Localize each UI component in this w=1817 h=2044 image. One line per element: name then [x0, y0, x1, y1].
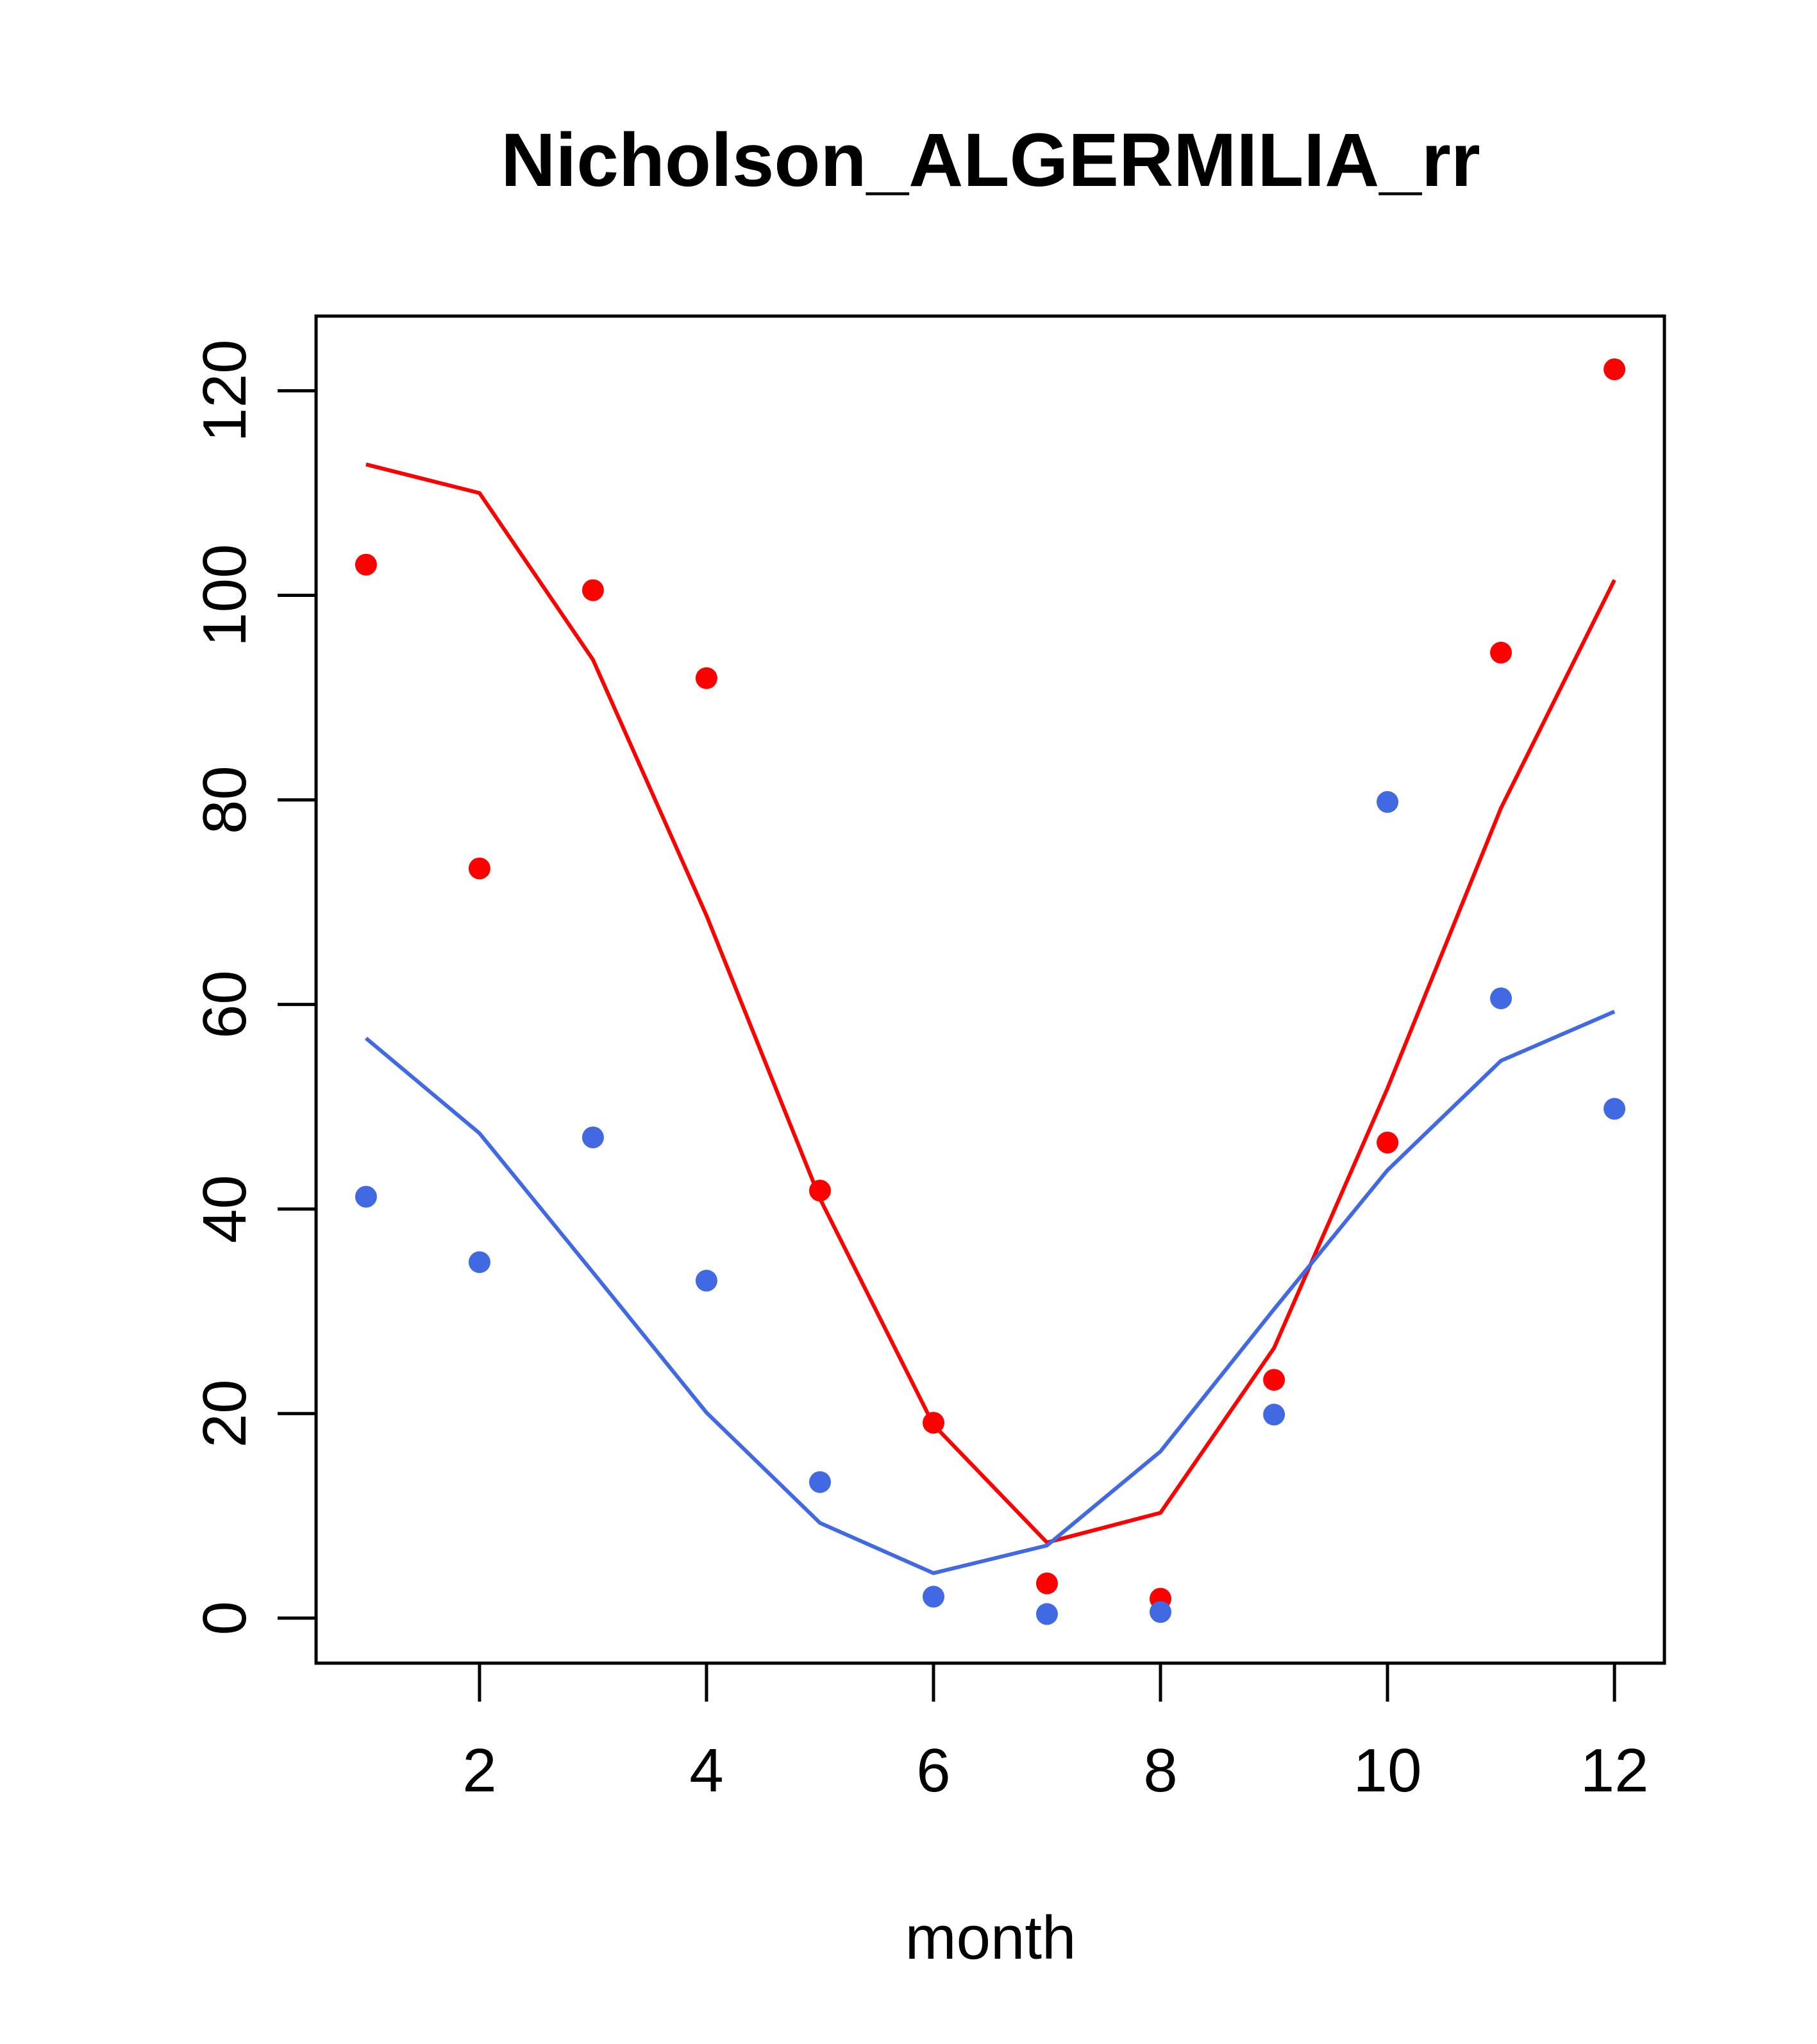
data-point-1-9 [1377, 791, 1399, 813]
data-point-0-10 [1490, 641, 1512, 664]
data-point-1-4 [809, 1471, 831, 1493]
data-point-1-2 [582, 1127, 604, 1148]
data-point-0-3 [695, 667, 717, 689]
data-point-1-6 [1036, 1603, 1058, 1625]
data-point-1-1 [468, 1251, 490, 1273]
y-axis: 0 20 40 60 80 100 120 [190, 339, 316, 1636]
y-tick-label: 40 [190, 1175, 259, 1243]
data-point-0-6 [1036, 1572, 1058, 1595]
y-tick-label: 120 [190, 339, 259, 442]
x-tick-label: 8 [1143, 1736, 1177, 1805]
series-line-3 [364, 1010, 1616, 1575]
x-tick-label: 10 [1353, 1736, 1422, 1805]
data-point-0-2 [582, 579, 604, 601]
data-point-1-8 [1263, 1403, 1285, 1426]
data-point-1-5 [923, 1586, 944, 1608]
data-point-0-11 [1603, 358, 1626, 380]
y-tick-label: 20 [190, 1379, 259, 1448]
y-tick-label: 60 [190, 970, 259, 1039]
y-tick-label: 100 [190, 544, 259, 646]
data-point-0-0 [355, 553, 377, 576]
data-point-0-8 [1263, 1369, 1285, 1391]
x-tick-label: 12 [1580, 1736, 1649, 1805]
x-axis: 2 4 6 8 10 12 [462, 1663, 1649, 1805]
data-point-1-0 [355, 1185, 377, 1208]
data-point-0-9 [1377, 1132, 1399, 1153]
series-line-2 [365, 462, 1616, 1545]
plot-frame [314, 314, 1666, 1665]
data-point-0-1 [468, 857, 490, 880]
y-tick-label: 80 [190, 766, 259, 834]
x-axis-title: month [905, 1904, 1076, 1972]
data-point-1-3 [695, 1269, 717, 1292]
x-tick-label: 2 [462, 1736, 496, 1805]
data-point-1-10 [1490, 987, 1512, 1010]
y-tick-label: 0 [190, 1601, 259, 1635]
data-point-1-11 [1603, 1098, 1626, 1120]
chart-title: Nicholson_ALGERMILIA_rr [501, 118, 1480, 203]
plot-marks [355, 358, 1626, 1625]
data-point-1-7 [1150, 1601, 1171, 1623]
x-tick-label: 4 [689, 1736, 723, 1805]
x-tick-label: 6 [916, 1736, 950, 1805]
